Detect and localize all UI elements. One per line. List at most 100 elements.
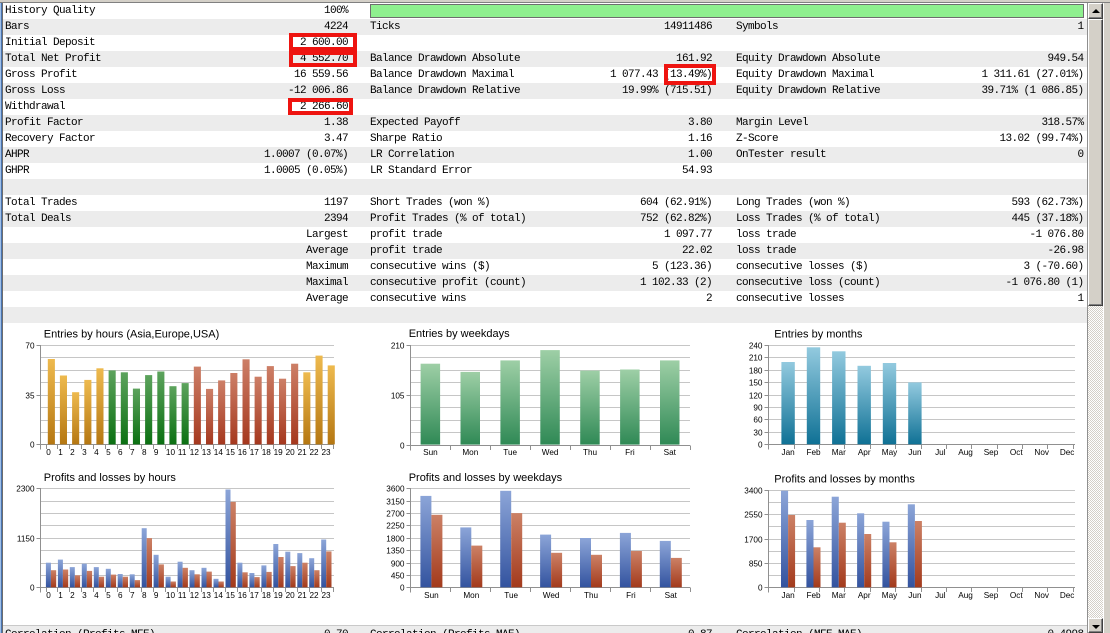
svg-text:15: 15 xyxy=(226,591,236,600)
svg-text:Sun: Sun xyxy=(423,448,438,457)
svg-text:16: 16 xyxy=(238,448,248,457)
svg-text:Thu: Thu xyxy=(584,591,599,600)
svg-text:210: 210 xyxy=(749,354,763,363)
svg-text:Jan: Jan xyxy=(781,448,795,457)
svg-text:Mon: Mon xyxy=(463,591,479,600)
svg-text:23: 23 xyxy=(322,448,332,457)
svg-text:Nov: Nov xyxy=(1034,448,1049,457)
svg-text:Aug: Aug xyxy=(958,448,973,457)
svg-text:Feb: Feb xyxy=(806,591,821,600)
svg-text:2300: 2300 xyxy=(16,485,35,494)
svg-text:Entries by weekdays: Entries by weekdays xyxy=(409,328,510,340)
svg-text:13: 13 xyxy=(202,448,212,457)
svg-text:105: 105 xyxy=(391,392,405,401)
svg-text:0: 0 xyxy=(400,584,405,593)
svg-text:17: 17 xyxy=(250,591,260,600)
svg-text:180: 180 xyxy=(749,367,763,376)
svg-text:Wed: Wed xyxy=(543,591,560,600)
svg-text:3: 3 xyxy=(82,591,87,600)
svg-text:Entries by months: Entries by months xyxy=(774,329,863,341)
svg-text:Sun: Sun xyxy=(424,591,439,600)
svg-text:450: 450 xyxy=(391,572,405,581)
svg-text:Apr: Apr xyxy=(858,591,871,600)
svg-text:May: May xyxy=(882,448,898,457)
svg-text:70: 70 xyxy=(25,342,35,351)
svg-text:35: 35 xyxy=(25,392,35,401)
svg-text:Dec: Dec xyxy=(1060,448,1075,457)
svg-text:Nov: Nov xyxy=(1034,591,1049,600)
svg-text:2250: 2250 xyxy=(386,522,405,531)
svg-text:Dec: Dec xyxy=(1060,591,1075,600)
svg-text:May: May xyxy=(882,591,898,600)
svg-text:1: 1 xyxy=(58,591,63,600)
svg-text:120: 120 xyxy=(749,392,763,401)
svg-text:9: 9 xyxy=(154,591,159,600)
svg-text:0: 0 xyxy=(46,591,51,600)
svg-text:1150: 1150 xyxy=(17,535,35,544)
svg-text:11: 11 xyxy=(178,448,187,457)
svg-text:0: 0 xyxy=(758,584,763,593)
svg-text:Jun: Jun xyxy=(908,591,922,600)
svg-text:0: 0 xyxy=(400,442,405,451)
svg-text:Sat: Sat xyxy=(664,448,677,457)
svg-text:3600: 3600 xyxy=(386,485,405,494)
svg-text:9: 9 xyxy=(154,448,159,457)
svg-text:0: 0 xyxy=(46,448,51,457)
svg-text:Oct: Oct xyxy=(1010,448,1023,457)
svg-text:19: 19 xyxy=(274,448,284,457)
svg-text:90: 90 xyxy=(753,404,763,413)
svg-text:20: 20 xyxy=(286,448,296,457)
svg-text:Feb: Feb xyxy=(806,448,821,457)
svg-text:4: 4 xyxy=(94,591,99,600)
svg-text:Fri: Fri xyxy=(625,448,635,457)
svg-text:Profits and losses by months: Profits and losses by months xyxy=(774,474,915,486)
svg-text:18: 18 xyxy=(262,591,272,600)
svg-text:Jun: Jun xyxy=(908,448,922,457)
svg-text:Jul: Jul xyxy=(935,591,946,600)
svg-text:6: 6 xyxy=(118,448,123,457)
svg-text:6: 6 xyxy=(118,591,123,600)
svg-text:10: 10 xyxy=(166,591,176,600)
svg-text:0: 0 xyxy=(30,584,35,593)
svg-text:14: 14 xyxy=(214,448,224,457)
svg-text:0: 0 xyxy=(30,441,35,450)
svg-text:240: 240 xyxy=(749,342,763,351)
svg-text:22: 22 xyxy=(310,448,320,457)
svg-text:30: 30 xyxy=(753,429,763,438)
svg-text:21: 21 xyxy=(298,448,308,457)
svg-text:8: 8 xyxy=(142,448,147,457)
svg-text:Sep: Sep xyxy=(984,448,999,457)
svg-text:2: 2 xyxy=(70,591,75,600)
svg-text:Aug: Aug xyxy=(958,591,973,600)
svg-text:4: 4 xyxy=(94,448,99,457)
svg-text:0: 0 xyxy=(758,441,763,450)
svg-text:8: 8 xyxy=(142,591,147,600)
svg-text:13: 13 xyxy=(202,591,212,600)
svg-text:5: 5 xyxy=(106,448,111,457)
svg-text:5: 5 xyxy=(106,591,111,600)
svg-text:Thu: Thu xyxy=(583,448,598,457)
svg-text:17: 17 xyxy=(250,448,260,457)
svg-text:16: 16 xyxy=(238,591,248,600)
svg-text:Profits and losses by hours: Profits and losses by hours xyxy=(44,472,177,484)
svg-text:Tue: Tue xyxy=(504,591,518,600)
svg-text:Profits and losses by weekdays: Profits and losses by weekdays xyxy=(409,472,563,484)
svg-text:11: 11 xyxy=(178,591,187,600)
svg-text:Mar: Mar xyxy=(832,448,846,457)
svg-text:15: 15 xyxy=(226,448,236,457)
svg-text:1: 1 xyxy=(58,448,63,457)
svg-text:Tue: Tue xyxy=(503,448,517,457)
svg-text:Fri: Fri xyxy=(626,591,636,600)
svg-text:150: 150 xyxy=(749,379,763,388)
svg-text:14: 14 xyxy=(214,591,224,600)
svg-text:3: 3 xyxy=(82,448,87,457)
svg-text:Jan: Jan xyxy=(781,591,795,600)
svg-text:Wed: Wed xyxy=(542,448,559,457)
svg-text:Oct: Oct xyxy=(1010,591,1023,600)
svg-text:21: 21 xyxy=(298,591,308,600)
svg-text:2: 2 xyxy=(70,448,75,457)
svg-text:7: 7 xyxy=(130,448,135,457)
svg-text:7: 7 xyxy=(130,591,135,600)
svg-text:19: 19 xyxy=(274,591,284,600)
svg-text:850: 850 xyxy=(749,560,763,569)
